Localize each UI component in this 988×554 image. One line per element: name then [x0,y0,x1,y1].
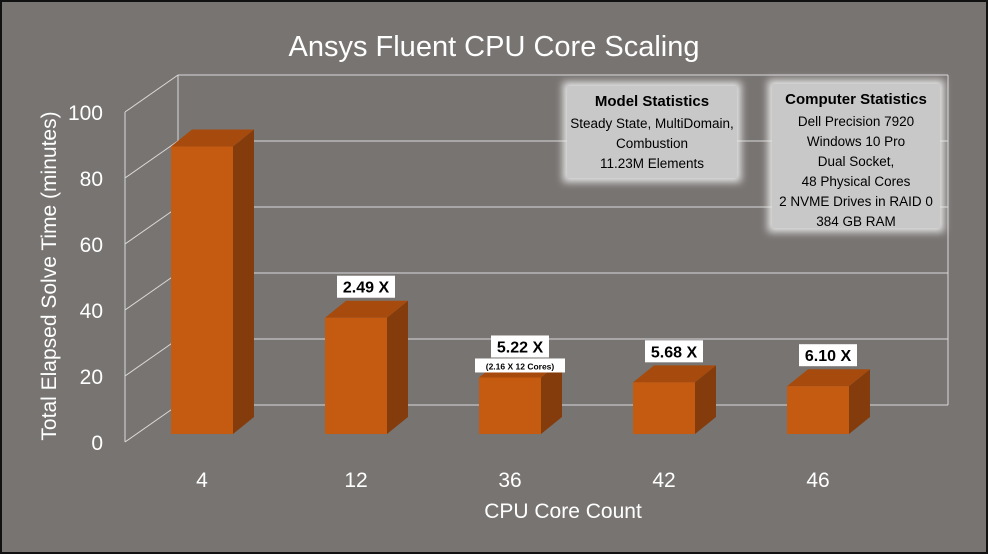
data-label-box [491,335,549,358]
annotation-line: Dual Socket, [818,154,895,169]
bar-front [479,377,541,434]
x-axis-ticks: 4 12 36 42 46 [196,469,830,492]
annotation-title: Computer Statistics [785,91,927,108]
y-tick-label: 40 [80,300,103,323]
bar-front [171,146,233,434]
data-label: 5.68 X [645,340,703,363]
annotation-line: Steady State, MultiDomain, [570,116,734,131]
annotation-line: Dell Precision 7920 [798,114,914,129]
bar-4 [171,129,254,434]
side-wall-gridline [124,338,179,377]
x-tick-label: 12 [344,469,367,492]
computer-statistics-box: Computer Statistics Dell Precision 7920 Wi… [768,80,944,232]
data-label: 2.49 X [337,275,395,298]
x-axis-label: CPU Core Count [484,500,642,523]
y-tick-label: 0 [91,432,103,455]
annotation-line: 2 NVME Drives in RAID 0 [779,194,933,209]
annotation-line: Combustion [616,136,688,151]
bar-front [633,382,695,434]
data-label: 6.10 X [799,344,857,367]
side-wall-gridline [124,404,179,443]
bar-side [695,365,716,434]
annotation-title: Model Statistics [595,93,709,110]
data-label-text: 5.68 X [651,344,698,361]
bar-side [233,129,254,434]
y-axis-label: Total Elapsed Solve Time (minutes) [38,111,61,440]
x-tick-label: 42 [652,469,675,492]
data-label-box [645,340,703,363]
bar-36 [479,360,562,434]
annotation-background [567,86,737,178]
bar-side [541,360,562,434]
data-label: 5.22 X (2.16 X 12 Cores) [475,335,565,373]
side-wall-gridline [124,74,179,113]
annotation-line: 384 GB RAM [816,214,896,229]
bar-front [787,386,849,434]
data-label-text: 5.22 X [497,339,544,356]
annotation-line: 11.23M Elements [600,156,704,171]
data-label-box [799,344,857,367]
bars [171,129,870,434]
x-tick-label: 46 [806,469,829,492]
data-label-box [337,275,395,298]
annotation-background [772,84,940,228]
y-tick-label: 80 [80,168,103,191]
bar-side [387,300,408,434]
data-label-text: 6.10 X [805,348,852,365]
y-axis-ticks: 0 20 40 60 80 100 [68,102,103,455]
x-tick-label: 36 [498,469,521,492]
chart-title: Ansys Fluent CPU Core Scaling [289,31,700,63]
bar-46 [787,369,870,434]
x-tick-label: 4 [196,469,208,492]
y-tick-label: 100 [68,102,103,125]
y-tick-label: 20 [80,366,103,389]
bar-12 [325,300,408,434]
bar-side [849,369,870,434]
bar-42 [633,365,716,434]
bar-top [171,129,254,147]
side-wall-gridline [124,206,179,245]
bar-top [633,365,716,383]
model-statistics-box: Model Statistics Steady State, MultiDomai… [563,82,741,182]
annotation-line: Windows 10 Pro [807,134,905,149]
side-wall-gridline [124,272,179,311]
data-labels: 2.49 X 5.22 X (2.16 X 12 Cores) 5.68 X 6.10 … [337,275,857,373]
bar-front [325,317,387,434]
bar-top [325,300,408,318]
data-sub-label-box [475,358,565,373]
data-label-text: 2.49 X [343,280,390,297]
y-tick-label: 60 [80,234,103,257]
data-sub-label-text: (2.16 X 12 Cores) [486,361,555,371]
bar-top [787,369,870,387]
side-wall-gridline [124,140,179,179]
annotation-line: 48 Physical Cores [802,174,911,189]
annotations: Model Statistics Steady State, MultiDomai… [563,80,944,232]
